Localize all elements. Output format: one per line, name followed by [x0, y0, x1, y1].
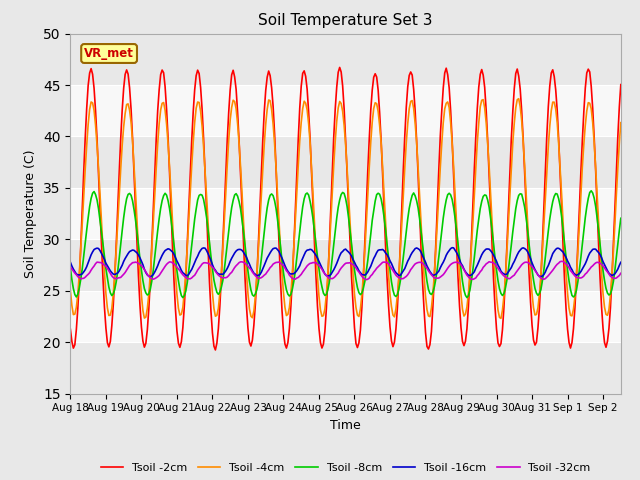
Tsoil -32cm: [612, 275, 620, 281]
Tsoil -16cm: [617, 259, 625, 265]
Tsoil -8cm: [67, 265, 74, 271]
Tsoil -8cm: [93, 197, 101, 203]
Tsoil -8cm: [158, 198, 166, 204]
Line: Tsoil -16cm: Tsoil -16cm: [70, 248, 621, 277]
Tsoil -2cm: [158, 67, 166, 73]
Tsoil -16cm: [160, 250, 168, 255]
Tsoil -16cm: [571, 272, 579, 277]
Tsoil -16cm: [93, 245, 101, 251]
Title: Soil Temperature Set 3: Soil Temperature Set 3: [259, 13, 433, 28]
Tsoil -4cm: [156, 120, 163, 126]
Line: Tsoil -2cm: Tsoil -2cm: [70, 67, 621, 350]
Tsoil -4cm: [515, 96, 522, 102]
Bar: [70, 85, 621, 136]
Tsoil -4cm: [497, 315, 505, 321]
Tsoil -16cm: [612, 269, 620, 275]
Tsoil -2cm: [336, 64, 344, 70]
Tsoil -4cm: [67, 288, 74, 294]
Tsoil -2cm: [212, 347, 220, 353]
Bar: [70, 136, 621, 188]
Tsoil -32cm: [158, 268, 166, 274]
Tsoil -8cm: [588, 188, 595, 193]
Bar: [70, 291, 621, 342]
Y-axis label: Soil Temperature (C): Soil Temperature (C): [24, 149, 38, 278]
Tsoil -16cm: [216, 271, 223, 277]
Bar: [70, 342, 621, 394]
Line: Tsoil -4cm: Tsoil -4cm: [70, 99, 621, 318]
Tsoil -4cm: [214, 305, 222, 311]
Bar: [70, 34, 621, 85]
Tsoil -32cm: [571, 273, 579, 279]
Tsoil -4cm: [93, 142, 101, 148]
Bar: [70, 188, 621, 240]
Tsoil -2cm: [571, 304, 579, 310]
Line: Tsoil -8cm: Tsoil -8cm: [70, 191, 621, 298]
Line: Tsoil -32cm: Tsoil -32cm: [70, 261, 621, 280]
Tsoil -4cm: [571, 294, 579, 300]
Tsoil -32cm: [93, 259, 101, 265]
Tsoil -16cm: [147, 274, 154, 280]
Tsoil -16cm: [157, 256, 164, 262]
Bar: [70, 240, 621, 291]
Tsoil -32cm: [617, 270, 625, 276]
X-axis label: Time: Time: [330, 419, 361, 432]
Tsoil -8cm: [612, 254, 620, 260]
Tsoil -2cm: [156, 87, 163, 93]
Tsoil -2cm: [612, 168, 620, 174]
Tsoil -2cm: [617, 82, 625, 87]
Tsoil -4cm: [612, 192, 620, 198]
Legend: Tsoil -2cm, Tsoil -4cm, Tsoil -8cm, Tsoil -16cm, Tsoil -32cm: Tsoil -2cm, Tsoil -4cm, Tsoil -8cm, Tsoi…: [96, 458, 595, 478]
Tsoil -8cm: [570, 294, 577, 300]
Tsoil -32cm: [214, 272, 222, 278]
Tsoil -8cm: [617, 216, 625, 221]
Tsoil -8cm: [216, 289, 223, 295]
Tsoil -2cm: [93, 136, 101, 142]
Tsoil -32cm: [67, 264, 74, 270]
Tsoil -16cm: [67, 259, 74, 265]
Tsoil -4cm: [158, 100, 166, 106]
Tsoil -32cm: [558, 258, 566, 264]
Tsoil -2cm: [216, 303, 223, 309]
Tsoil -16cm: [448, 245, 456, 251]
Tsoil -32cm: [156, 273, 163, 278]
Text: VR_met: VR_met: [84, 47, 134, 60]
Tsoil -8cm: [179, 295, 187, 300]
Tsoil -8cm: [156, 216, 163, 221]
Tsoil -2cm: [67, 326, 74, 332]
Tsoil -4cm: [617, 120, 625, 126]
Tsoil -32cm: [362, 277, 370, 283]
